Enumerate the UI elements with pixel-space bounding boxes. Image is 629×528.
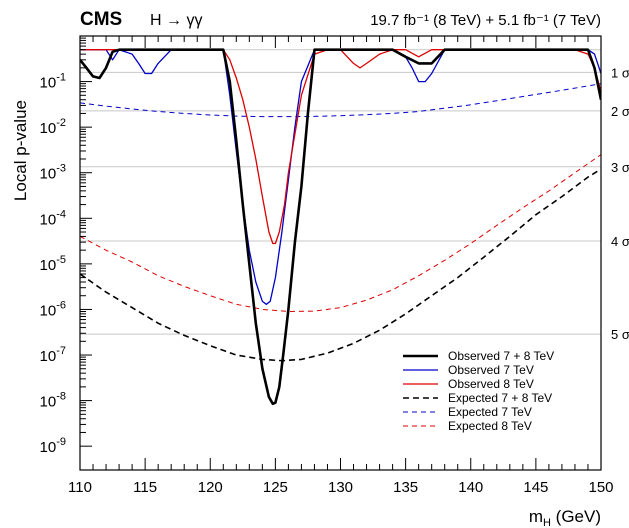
y-tick-label: 10-1 (40, 72, 66, 92)
chart-header: CMS H → γγ 19.7 fb⁻¹ (8 TeV) + 5.1 fb⁻¹ … (80, 9, 601, 30)
x-axis-title-main: m (529, 507, 543, 526)
curves (80, 48, 601, 406)
sigma-label: 5 σ (611, 327, 629, 342)
series-line (80, 48, 601, 406)
x-tick-label: 145 (523, 479, 548, 496)
x-tick-label: 135 (393, 479, 418, 496)
y-tick-label: 10-2 (40, 117, 66, 137)
y-tick-label: 10-5 (40, 254, 66, 274)
x-tick-label: 115 (133, 479, 157, 496)
axis-labels: 110 115 120 125 130 135 140 145 150 10-9 10-8 10-7 1… (40, 72, 614, 496)
x-tick-label: 110 (68, 479, 92, 496)
y-tick-label: 10-8 (40, 391, 66, 411)
x-tick-label: 120 (198, 479, 223, 496)
legend-entry-label: Expected 7 + 8 TeV (448, 391, 552, 405)
x-axis-title-unit: (GeV) (551, 507, 601, 526)
x-axis-title: mH (GeV) (529, 507, 601, 528)
sigma-label: 4 σ (611, 234, 629, 249)
series-line (80, 168, 601, 362)
series-line (80, 49, 601, 305)
sigma-label: 3 σ (611, 160, 629, 175)
x-tick-label: 140 (458, 479, 483, 496)
y-tick-label: 10-7 (40, 345, 66, 365)
series-line (80, 83, 601, 118)
significance-gridlines: 1 σ 2 σ 3 σ 4 σ 5 σ (80, 49, 629, 342)
y-tick-label: 10-9 (40, 436, 66, 456)
x-tick-label: 130 (328, 479, 353, 496)
series-line (80, 154, 601, 312)
y-tick-label: 10-3 (40, 163, 66, 183)
sigma-label: 2 σ (611, 104, 629, 119)
legend-entry-label: Observed 8 TeV (448, 377, 534, 391)
x-axis-title-subscript: H (543, 517, 551, 528)
legend-entry-label: Expected 8 TeV (448, 419, 532, 433)
series-line (80, 49, 601, 245)
legend-entry-label: Observed 7 + 8 TeV (448, 349, 554, 363)
channel-label: H → γγ (150, 12, 202, 29)
y-axis-title: Local p-value (11, 100, 30, 201)
sigma-label: 1 σ (611, 65, 629, 80)
luminosity-label: 19.7 fb⁻¹ (8 TeV) + 5.1 fb⁻¹ (7 TeV) (370, 12, 601, 29)
x-tick-label: 150 (588, 479, 613, 496)
experiment-label: CMS (80, 9, 122, 30)
axis-ticks (79, 35, 602, 470)
legend-entry-label: Observed 7 TeV (448, 363, 534, 377)
x-tick-label: 125 (263, 479, 288, 496)
y-tick-label: 10-6 (40, 299, 66, 319)
legend-entry-label: Expected 7 TeV (448, 405, 532, 419)
y-tick-label: 10-4 (40, 208, 66, 228)
